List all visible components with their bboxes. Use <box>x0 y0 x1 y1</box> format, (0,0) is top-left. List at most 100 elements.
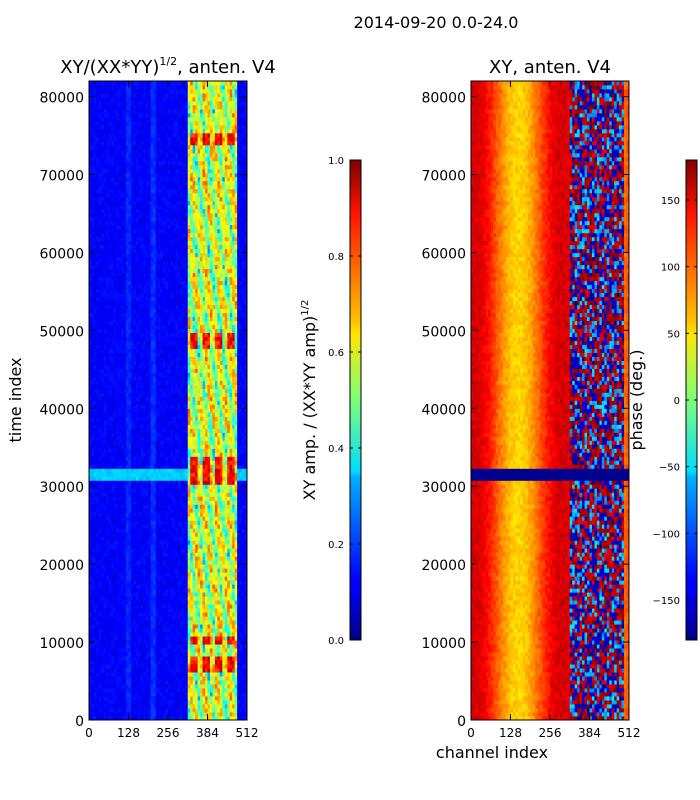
heatmap-cell <box>101 480 105 485</box>
heatmap-cell <box>185 476 189 481</box>
heatmap-cell <box>200 612 203 617</box>
heatmap-cell <box>155 588 159 593</box>
heatmap-cell <box>197 672 201 677</box>
heatmap-cell <box>138 632 142 637</box>
heatmap-cell <box>163 444 166 449</box>
heatmap-cell <box>207 680 211 685</box>
heatmap-cell <box>180 528 184 533</box>
heatmap-cell <box>130 468 134 473</box>
heatmap-cell <box>200 512 203 517</box>
heatmap-cell <box>96 448 100 453</box>
heatmap-cell <box>212 428 216 433</box>
heatmap-cell <box>143 576 147 581</box>
heatmap-cell <box>177 484 181 489</box>
heatmap-cell <box>130 600 134 605</box>
heatmap-cell <box>108 472 112 477</box>
heatmap-cell <box>244 444 247 449</box>
heatmap-cell <box>150 548 154 553</box>
heatmap-cell <box>145 576 149 581</box>
heatmap-cell <box>195 492 199 497</box>
heatmap-cell <box>113 548 117 553</box>
heatmap-cell <box>116 716 120 720</box>
heatmap-cell <box>116 684 120 689</box>
heatmap-cell <box>91 672 95 677</box>
heatmap-cell <box>244 532 247 537</box>
heatmap-cell <box>212 676 216 681</box>
heatmap-cell <box>227 660 231 665</box>
heatmap-cell <box>244 436 247 441</box>
heatmap-cell <box>160 712 164 717</box>
heatmap-cell <box>214 460 218 465</box>
heatmap-cell <box>108 428 112 433</box>
heatmap-cell <box>175 572 179 577</box>
heatmap-cell <box>121 644 124 649</box>
heatmap-cell <box>190 652 194 657</box>
heatmap-cell <box>177 528 181 533</box>
heatmap-cell <box>200 584 203 589</box>
heatmap-cell <box>214 544 218 549</box>
heatmap-cell <box>158 676 161 681</box>
heatmap-cell <box>207 512 211 517</box>
heatmap-cell <box>98 444 102 449</box>
heatmap-cell <box>118 456 122 461</box>
heatmap-cell <box>140 672 144 677</box>
heatmap-cell <box>242 632 245 637</box>
heatmap-cell <box>214 564 218 569</box>
heatmap-cell <box>93 420 97 425</box>
heatmap-cell <box>212 516 216 521</box>
heatmap-cell <box>160 472 164 477</box>
heatmap-cell <box>123 700 127 705</box>
heatmap-cell <box>153 408 157 413</box>
heatmap-cell <box>197 444 201 449</box>
heatmap-cell <box>145 516 149 521</box>
heatmap-cell <box>126 500 129 505</box>
heatmap-cell <box>207 628 211 633</box>
heatmap-cell <box>165 556 169 561</box>
heatmap-cell <box>135 664 139 669</box>
heatmap-cell <box>165 548 169 553</box>
heatmap-cell <box>229 492 233 497</box>
heatmap-cell <box>242 572 245 577</box>
heatmap-cell <box>135 572 139 577</box>
heatmap-cell <box>180 472 184 477</box>
heatmap-cell <box>96 572 100 577</box>
heatmap-cell <box>111 424 115 429</box>
heatmap-cell <box>130 612 134 617</box>
heatmap-cell <box>244 456 247 461</box>
heatmap-cell <box>237 484 240 489</box>
heatmap-cell <box>177 584 181 589</box>
heatmap-cell <box>116 576 120 581</box>
heatmap-cell <box>116 656 120 661</box>
heatmap-cell <box>229 488 233 493</box>
heatmap-cell <box>165 628 169 633</box>
heatmap-cell <box>155 576 159 581</box>
heatmap-cell <box>150 648 154 653</box>
heatmap-cell <box>172 520 176 525</box>
heatmap-cell <box>217 432 221 437</box>
heatmap-cell <box>158 472 161 477</box>
heatmap-cell <box>89 464 92 469</box>
heatmap-cell <box>153 540 157 545</box>
heatmap-cell <box>138 532 142 537</box>
heatmap-cell <box>202 516 206 521</box>
heatmap-cell <box>160 632 164 637</box>
heatmap-cell <box>96 664 100 669</box>
heatmap-cell <box>150 496 154 501</box>
heatmap-cell <box>111 580 115 585</box>
heatmap-cell <box>106 480 110 485</box>
heatmap-cell <box>126 444 129 449</box>
heatmap-cell <box>170 632 174 637</box>
heatmap-cell <box>145 604 149 609</box>
heatmap-cell <box>93 580 97 585</box>
heatmap-cell <box>237 540 240 545</box>
heatmap-cell <box>224 624 228 629</box>
heatmap-cell <box>232 692 236 697</box>
heatmap-cell <box>118 620 122 625</box>
heatmap-cell <box>202 580 206 585</box>
heatmap-cell <box>224 608 228 613</box>
heatmap-cell <box>227 676 231 681</box>
heatmap-cell <box>180 500 184 505</box>
heatmap-cell <box>227 600 231 605</box>
heatmap-cell <box>237 500 240 505</box>
heatmap-cell <box>128 636 132 641</box>
